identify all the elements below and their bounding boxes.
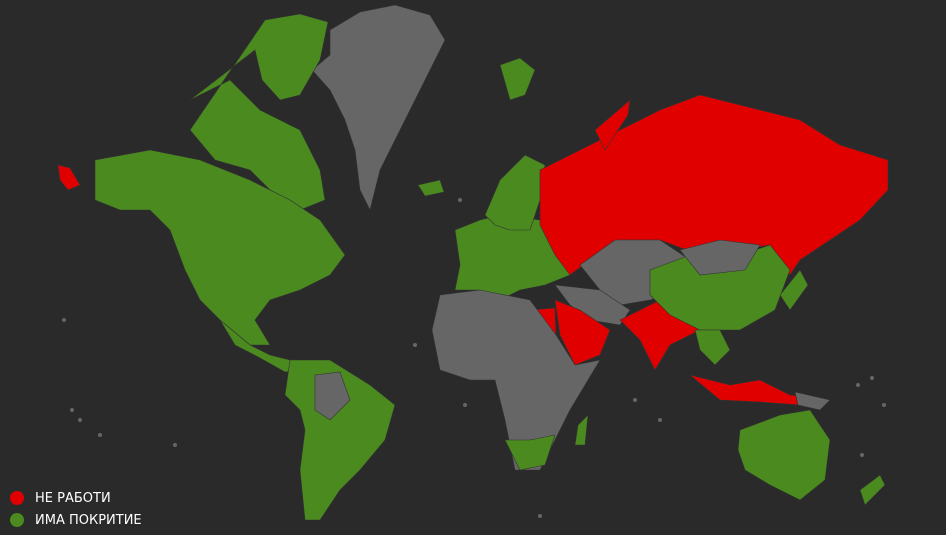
island-dot (870, 376, 874, 380)
region-north-america[interactable] (94, 149, 346, 346)
region-canada-arctic[interactable] (189, 13, 329, 211)
region-scandinavia[interactable] (484, 154, 546, 231)
region-alaska-tip[interactable] (57, 164, 81, 191)
legend-item-not-working: НЕ РАБОТИ (10, 487, 142, 509)
green-dot-icon (10, 513, 24, 527)
region-iceland[interactable] (417, 179, 445, 197)
island-dot (458, 198, 462, 202)
island-dot (70, 408, 74, 412)
island-dot (658, 418, 662, 422)
island-dot (860, 453, 864, 457)
legend-label: ИМА ПОКРИТИЕ (35, 512, 142, 528)
region-mongolia[interactable] (679, 239, 761, 276)
legend-item-has-coverage: ИМА ПОКРИТИЕ (10, 509, 142, 531)
island-dot (62, 318, 66, 322)
legend: НЕ РАБОТИ ИМА ПОКРИТИЕ (10, 487, 142, 531)
region-south-america-north[interactable] (314, 371, 351, 421)
island-dot (463, 403, 467, 407)
island-dot (173, 443, 177, 447)
region-southeast-asia[interactable] (694, 329, 731, 366)
region-japan[interactable] (779, 269, 809, 311)
region-southern-africa[interactable] (504, 434, 556, 471)
region-south-america[interactable] (284, 359, 396, 521)
region-new-zealand[interactable] (859, 474, 886, 506)
island-dot (413, 343, 417, 347)
red-dot-icon (10, 491, 24, 505)
region-greenland[interactable] (311, 4, 446, 211)
region-madagascar[interactable] (574, 414, 589, 446)
island-dot (882, 403, 886, 407)
legend-label: НЕ РАБОТИ (35, 490, 111, 506)
island-dot (98, 433, 102, 437)
region-arabia[interactable] (554, 299, 611, 366)
region-papua[interactable] (794, 391, 831, 411)
region-novaya-zemlya[interactable] (594, 99, 631, 151)
region-svalbard[interactable] (499, 57, 536, 101)
island-dot (856, 383, 860, 387)
region-middle-east[interactable] (554, 284, 631, 326)
island-dot (633, 398, 637, 402)
region-australia[interactable] (737, 409, 831, 501)
island-dot (538, 514, 542, 518)
island-dot (78, 418, 82, 422)
